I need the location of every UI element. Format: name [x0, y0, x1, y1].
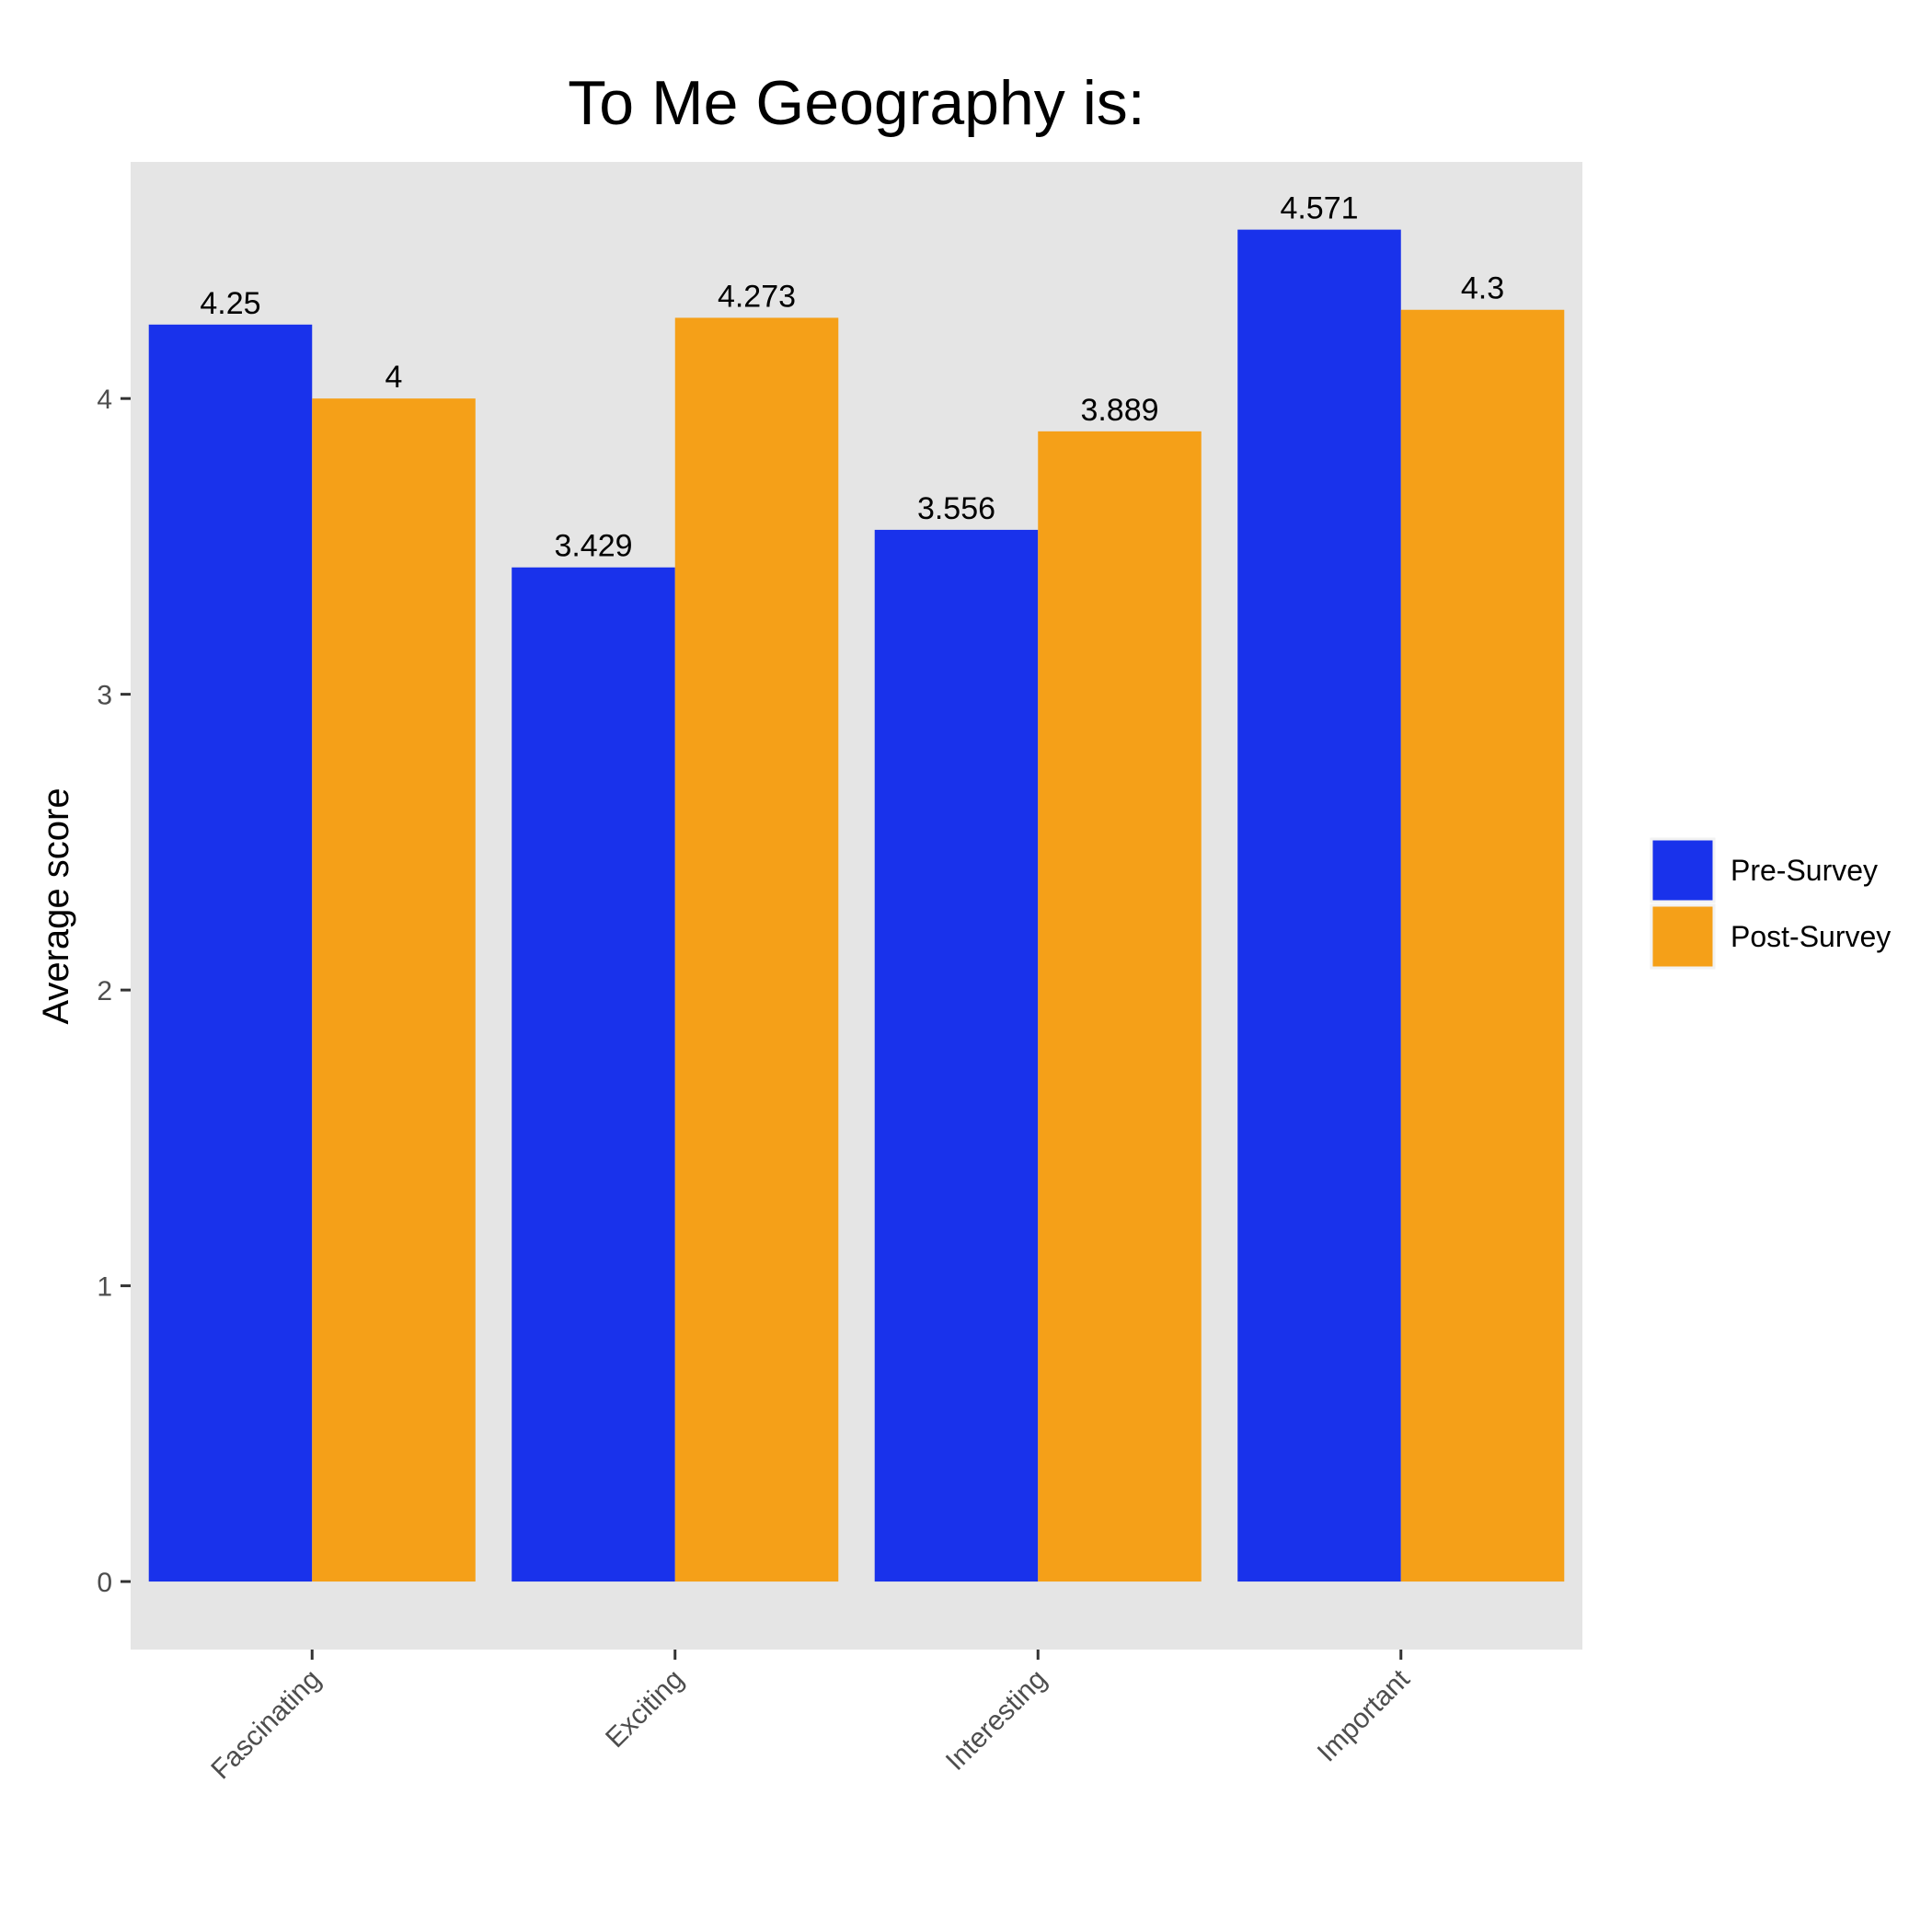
bar-important-post-survey [1400, 309, 1565, 1582]
bars-layer [148, 229, 1565, 1582]
y-tick-label: 0 [97, 1568, 112, 1598]
chart-title: To Me Geography is: [568, 68, 1144, 138]
data-label: 4.25 [200, 286, 260, 321]
bar-fascinating-pre-survey [148, 324, 313, 1582]
y-axis: 0 1 2 3 4 [97, 385, 131, 1598]
bar-fascinating-post-survey [312, 398, 476, 1582]
data-label: 4.273 [718, 279, 796, 314]
y-tick-label: 4 [97, 385, 112, 415]
legend-label-pre-survey: Pre-Survey [1731, 854, 1878, 887]
data-label: 3.429 [554, 529, 632, 564]
x-tick-label: Exciting [600, 1664, 690, 1754]
x-tick-label: Interesting [940, 1664, 1052, 1777]
data-label: 3.556 [917, 491, 995, 526]
bar-exciting-post-survey [674, 317, 839, 1582]
y-axis-title: Average score [36, 788, 76, 1024]
legend-key-post-survey [1650, 903, 1716, 970]
x-tick-label: Important [1312, 1663, 1416, 1767]
bar-interesting-post-survey [1038, 431, 1202, 1582]
y-tick-label: 1 [97, 1272, 112, 1303]
data-label: 4 [385, 360, 403, 395]
bar-exciting-pre-survey [512, 567, 675, 1582]
data-label: 4.3 [1461, 271, 1504, 306]
bar-important-pre-survey [1237, 229, 1401, 1582]
y-tick-label: 3 [97, 681, 112, 711]
data-label: 4.571 [1280, 191, 1358, 226]
x-axis: Fascinating Exciting Interesting Important [205, 1650, 1416, 1785]
legend-key-pre-survey [1650, 837, 1716, 903]
data-label: 3.889 [1080, 393, 1158, 428]
y-tick-label: 2 [97, 976, 112, 1006]
legend: Pre-Survey Post-Survey [1650, 837, 1891, 970]
data-labels-layer: 4.25 4 3.429 4.273 3.556 3.889 4.571 4.3 [200, 191, 1504, 564]
x-tick-label: Fascinating [205, 1664, 327, 1786]
bar-interesting-pre-survey [874, 529, 1039, 1582]
legend-label-post-survey: Post-Survey [1731, 920, 1891, 953]
